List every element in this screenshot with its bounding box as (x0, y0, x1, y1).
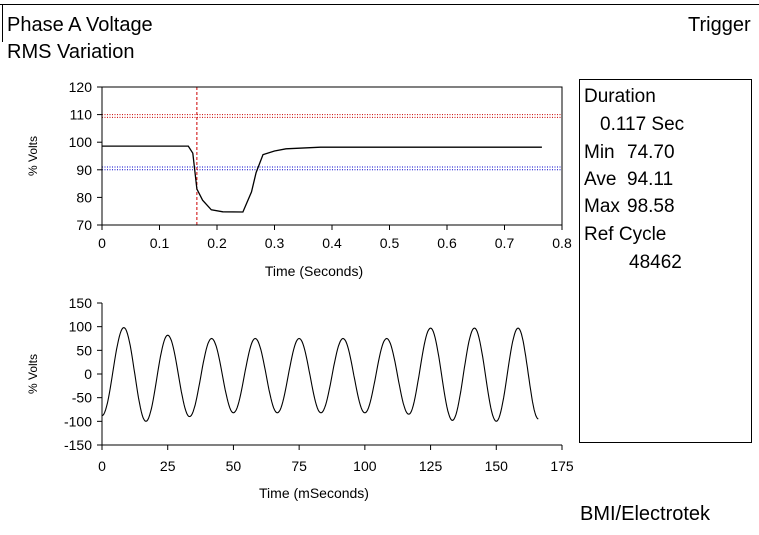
waveform-series-line (101, 326, 539, 422)
rms-x-tick-label: 0.5 (380, 235, 400, 251)
rms-axis-ticks: 0 0.1 0.2 0.3 0.4 0.5 0.6 0.7 0.8 70 80 90 100 110 120 (69, 79, 572, 251)
rms-y-tick-label: 80 (76, 189, 92, 205)
chart-title-line1: Phase A Voltage (7, 14, 153, 36)
duration-value: 0.117 Sec (600, 114, 685, 135)
min-value: 74.70 (627, 142, 675, 163)
min-label: Min (584, 142, 615, 163)
rms-y-tick-label: 120 (69, 79, 93, 95)
waveform-x-axis-label: Time (mSeconds) (259, 485, 369, 501)
waveform-y-tick-label: 50 (76, 342, 92, 358)
waveform-y-tick-label: 150 (69, 295, 93, 311)
rms-reference-lines (102, 87, 562, 225)
waveform-axis-ticks: 0 25 50 75 100 125 150 175 150 100 50 0 -50 -100 -150 (64, 295, 574, 474)
rms-y-axis-label: % Volts (26, 136, 40, 176)
trigger-label: Trigger (688, 14, 751, 36)
rms-y-tick-label: 70 (76, 217, 92, 233)
rms-x-tick-label: 0.2 (207, 235, 227, 251)
brand-label: BMI/Electrotek (580, 503, 711, 525)
rms-x-tick-label: 0 (98, 235, 106, 251)
rms-x-tick-label: 0.7 (495, 235, 515, 251)
ave-value: 94.11 (627, 169, 674, 190)
left-rule (2, 4, 3, 42)
rms-y-tick-label: 90 (76, 162, 92, 178)
rms-x-axis-label: Time (Seconds) (265, 263, 363, 279)
waveform-x-tick-label: 0 (98, 458, 106, 474)
rms-chart: 0 0.1 0.2 0.3 0.4 0.5 0.6 0.7 0.8 70 80 90 100 110 120… (26, 79, 572, 279)
waveform-y-tick-label: -150 (64, 437, 92, 453)
waveform-y-tick-label: -50 (72, 390, 92, 406)
waveform-x-tick-label: 125 (419, 458, 443, 474)
waveform-x-tick-label: 175 (550, 458, 574, 474)
top-rule (0, 4, 759, 5)
waveform-x-tick-label: 100 (353, 458, 377, 474)
stats-panel: Duration 0.117 Sec Min 74.70 Ave 94.11 M… (579, 79, 752, 443)
ave-label: Ave (584, 169, 617, 190)
max-label: Max (584, 196, 620, 217)
rms-x-tick-label: 0.6 (437, 235, 457, 251)
waveform-y-tick-label: 0 (84, 366, 92, 382)
rms-x-tick-label: 0.1 (150, 235, 170, 251)
waveform-chart: 0 25 50 75 100 125 150 175150100500-50-100-150 … (26, 295, 574, 501)
waveform-x-tick-label: 150 (485, 458, 509, 474)
waveform-y-tick-label: -100 (64, 413, 92, 429)
max-value: 98.58 (627, 196, 675, 217)
waveform-y-axis-label: % Volts (26, 354, 40, 394)
rms-plot-frame (101, 86, 563, 226)
rms-y-tick-label: 100 (69, 134, 93, 150)
rms-x-tick-label: 0.8 (552, 235, 572, 251)
waveform-x-tick-label: 75 (291, 458, 307, 474)
rms-y-tick-label: 110 (70, 107, 93, 123)
waveform-x-tick-label: 50 (226, 458, 242, 474)
duration-label: Duration (584, 86, 656, 107)
rms-x-tick-label: 0.3 (265, 235, 285, 251)
chart-title-line2: RMS Variation (7, 41, 135, 63)
ref-cycle-label: Ref Cycle (584, 224, 667, 245)
rms-x-tick-label: 0.4 (322, 235, 342, 251)
waveform-x-tick-label: 25 (160, 458, 176, 474)
ref-cycle-value: 48462 (629, 252, 682, 273)
waveform-y-tick-label: 100 (69, 319, 93, 335)
rms-series-line (102, 145, 542, 213)
